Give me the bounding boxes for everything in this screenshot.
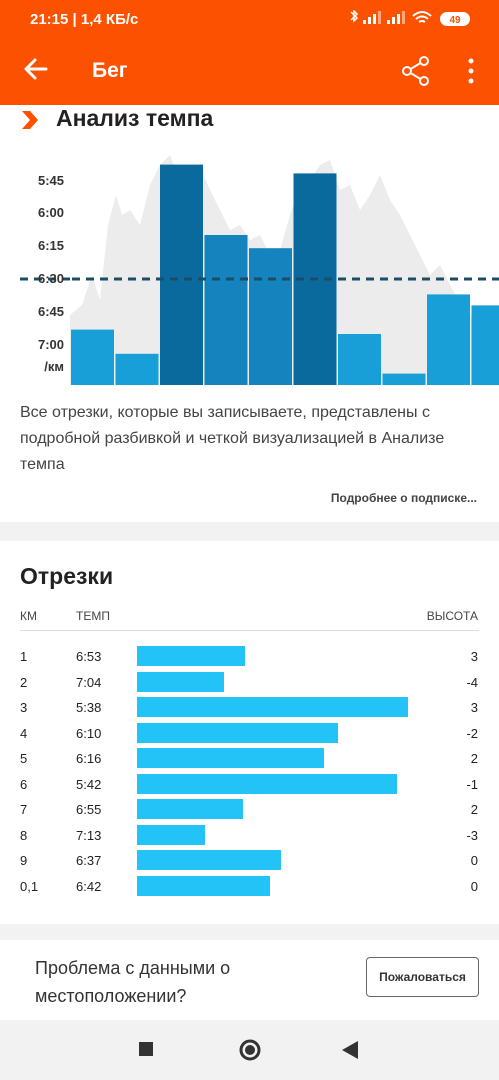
back-nav-icon[interactable] <box>342 1041 358 1059</box>
split-km: 0,1 <box>20 878 39 894</box>
split-elevation: 3 <box>470 700 478 715</box>
split-row: 2 7:04 -4 <box>0 671 499 694</box>
more-options-icon[interactable] <box>462 55 480 87</box>
y-tick-label: 7:00 <box>38 337 64 352</box>
chart-bar <box>427 294 470 385</box>
split-pace: 6:53 <box>76 649 102 664</box>
col-header-elevation: ВЫСОТА <box>426 609 478 623</box>
split-pace: 6:10 <box>76 725 102 741</box>
split-pace: 7:13 <box>76 827 102 843</box>
split-elevation: -4 <box>466 674 478 690</box>
split-row: 5 6:16 2 <box>0 748 499 770</box>
share-icon[interactable] <box>400 55 432 87</box>
status-bar: 21:15 | 1,4 КБ/с 49 <box>0 0 499 37</box>
chart-bar <box>160 164 203 385</box>
pace-chart: 5:45 6:00 6:15 6:30 6:45 7:00 /км <box>20 155 499 385</box>
y-axis-unit: /км <box>44 359 64 374</box>
report-card: Проблема с данными о местоположении? Пож… <box>0 940 499 1020</box>
page-title: Бег <box>92 59 128 82</box>
split-pace: 5:38 <box>76 700 102 715</box>
split-pace-bar <box>137 671 224 692</box>
col-header-pace: ТЕМП <box>76 609 110 623</box>
split-row: 6 5:42 -1 <box>0 773 499 796</box>
split-row: 4 6:10 -2 <box>0 722 499 745</box>
split-pace-bar <box>137 773 398 794</box>
chart-bar <box>249 248 292 385</box>
split-km: 3 <box>20 700 28 715</box>
split-elevation: -3 <box>466 827 478 843</box>
split-elevation: 0 <box>470 878 478 894</box>
signal-wifi-icon <box>350 9 432 24</box>
y-tick-label: 6:15 <box>38 238 64 253</box>
chart-bar <box>382 373 426 385</box>
split-pace: 7:04 <box>76 674 102 690</box>
chart-bar <box>71 329 114 385</box>
chevron-right-icon <box>22 111 38 129</box>
split-km: 9 <box>20 853 28 868</box>
subscription-link[interactable]: Подробнее о подписке... <box>330 491 477 505</box>
split-pace-bar <box>137 850 281 870</box>
split-pace: 6:42 <box>76 878 102 894</box>
split-row: 7 6:55 2 <box>0 799 499 821</box>
split-row: 0,1 6:42 0 <box>0 875 499 898</box>
pace-analysis-card: Анализ темпа 5:45 6:00 6:15 6:30 6:45 7:… <box>0 105 499 522</box>
section-title: Анализ темпа <box>56 105 214 131</box>
y-tick-label: 6:00 <box>38 205 64 220</box>
y-tick-label: 6:45 <box>38 304 64 319</box>
split-elevation: 3 <box>470 649 478 664</box>
split-pace-bar <box>137 697 408 717</box>
split-elevation: 2 <box>470 802 478 817</box>
split-km: 1 <box>20 649 28 664</box>
splits-card: Отрезки КМ ТЕМП ВЫСОТА 1 6:53 3 2 7:04 -4 3 5:3… <box>0 541 499 924</box>
pace-description: Все отрезки, которые вы записываете, пре… <box>20 404 445 473</box>
split-pace: 5:42 <box>76 776 102 792</box>
report-question: Проблема с данными о местоположении? <box>35 958 231 1006</box>
split-km: 4 <box>20 725 28 741</box>
status-time: 21:15 | 1,4 КБ/с <box>30 11 139 28</box>
split-elevation: -2 <box>466 725 478 741</box>
battery-icon: 49 <box>440 12 470 26</box>
header-divider <box>20 630 479 631</box>
split-elevation: -1 <box>466 776 478 792</box>
split-km: 6 <box>20 776 28 792</box>
y-tick-label: 5:45 <box>38 173 64 188</box>
split-pace-bar <box>137 722 338 743</box>
split-row: 1 6:53 3 <box>0 646 499 668</box>
report-button[interactable]: Пожаловаться <box>366 957 479 997</box>
split-pace: 6:16 <box>76 751 102 766</box>
home-icon[interactable] <box>238 1038 262 1062</box>
split-pace-bar <box>137 748 324 768</box>
col-header-km: КМ <box>20 609 37 623</box>
split-row: 3 5:38 3 <box>0 697 499 719</box>
split-pace: 6:55 <box>76 802 102 817</box>
splits-title: Отрезки <box>20 563 114 589</box>
split-km: 5 <box>20 751 28 766</box>
chart-bar <box>204 235 248 385</box>
chart-bar <box>115 353 159 385</box>
split-elevation: 2 <box>470 751 478 766</box>
split-pace-bar <box>137 824 205 845</box>
split-pace-bar <box>137 799 243 819</box>
split-pace-bar <box>137 646 246 666</box>
chart-bars <box>71 164 499 385</box>
split-row: 9 6:37 0 <box>0 850 499 872</box>
split-km: 7 <box>20 802 28 817</box>
split-pace: 6:37 <box>76 853 102 868</box>
split-km: 8 <box>20 827 28 843</box>
y-tick-label: 6:30 <box>38 271 64 286</box>
split-km: 2 <box>20 674 28 690</box>
recent-apps-icon[interactable] <box>138 1041 154 1057</box>
chart-bar <box>338 334 381 385</box>
status-icons <box>347 9 435 29</box>
system-nav-bar <box>0 1020 499 1080</box>
split-elevation: 0 <box>470 853 478 868</box>
split-pace-bar <box>137 875 270 896</box>
split-row: 8 7:13 -3 <box>0 824 499 847</box>
app-bar: Бег <box>0 37 499 105</box>
chart-bar <box>471 305 499 385</box>
back-arrow-icon[interactable] <box>22 55 50 83</box>
